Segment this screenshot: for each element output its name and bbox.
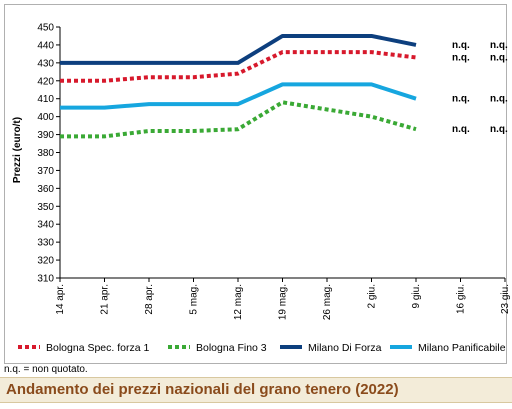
y-tick-label: 390 bbox=[37, 130, 54, 141]
nq-label: n.q. bbox=[490, 52, 508, 63]
series-lines bbox=[60, 33, 417, 139]
y-tick-label: 310 bbox=[37, 274, 54, 285]
legend-label: Bologna Spec. forza 1 bbox=[46, 342, 149, 354]
y-tick-label: 410 bbox=[37, 94, 54, 105]
y-tick-label: 330 bbox=[37, 238, 54, 249]
y-tick-label: 440 bbox=[37, 40, 54, 51]
nq-label: n.q. bbox=[452, 52, 470, 63]
legend-label: Milano Di Forza bbox=[308, 342, 382, 354]
not-quoted-labels: n.q. n.q.n.q. n.q.n.q. n.q.n.q. n.q. bbox=[452, 40, 508, 135]
y-axis-ticks: 310 320 330 340 350 360 370 380 390 400 410 420 430 4… bbox=[37, 23, 60, 285]
series-line-4 bbox=[60, 82, 417, 110]
line-chart: 310 320 330 340 350 360 370 380 390 400 410 420 430 4… bbox=[12, 23, 511, 355]
nq-label: n.q. bbox=[452, 94, 470, 105]
x-axis-ticks: 14 apr. 21 apr. 28 apr. 5 mag. 12 mag. 19 mag… bbox=[55, 278, 511, 320]
nq-label: n.q. bbox=[452, 124, 470, 135]
nq-label: n.q. bbox=[490, 40, 508, 51]
y-tick-label: 400 bbox=[37, 112, 54, 123]
x-tick-label: 9 giu. bbox=[411, 284, 422, 308]
x-tick-label: 28 apr. bbox=[144, 284, 155, 315]
x-tick-label: 19 mag. bbox=[278, 284, 289, 320]
y-tick-label: 380 bbox=[37, 148, 54, 159]
legend-label: Bologna Fino 3 bbox=[196, 342, 267, 354]
y-tick-label: 340 bbox=[37, 220, 54, 231]
y-tick-label: 370 bbox=[37, 166, 54, 177]
x-tick-label: 21 apr. bbox=[100, 284, 111, 315]
series-line-3 bbox=[60, 33, 417, 65]
legend-label: Milano Panificabile bbox=[418, 342, 506, 354]
nq-label: n.q. bbox=[490, 94, 508, 105]
y-tick-label: 350 bbox=[37, 202, 54, 213]
y-tick-label: 320 bbox=[37, 256, 54, 267]
x-tick-label: 23 giu. bbox=[500, 284, 511, 314]
y-axis-label: Prezzi (euro/t) bbox=[12, 117, 23, 183]
chart-title: Andamento dei prezzi nazionali del grano… bbox=[6, 381, 399, 398]
series-line-1 bbox=[60, 50, 417, 83]
y-tick-label: 360 bbox=[37, 184, 54, 195]
y-tick-label: 420 bbox=[37, 76, 54, 87]
y-tick-label: 430 bbox=[37, 58, 54, 69]
legend: Bologna Spec. forza 1 Bologna Fino 3 Milan… bbox=[18, 342, 506, 354]
x-tick-label: 12 mag. bbox=[233, 284, 244, 320]
x-tick-label: 14 apr. bbox=[55, 284, 66, 315]
nq-label: n.q. bbox=[452, 40, 470, 51]
x-tick-label: 26 mag. bbox=[322, 284, 333, 320]
footnote: n.q. = non quotato. bbox=[4, 364, 88, 375]
x-tick-label: 5 mag. bbox=[189, 284, 200, 315]
x-tick-label: 2 giu. bbox=[367, 284, 378, 308]
nq-label: n.q. bbox=[490, 124, 508, 135]
chart-frame bbox=[4, 4, 507, 364]
y-tick-label: 450 bbox=[37, 23, 54, 34]
series-line-2 bbox=[60, 100, 417, 139]
x-tick-label: 16 giu. bbox=[456, 284, 467, 314]
title-bar: Andamento dei prezzi nazionali del grano… bbox=[0, 377, 512, 403]
